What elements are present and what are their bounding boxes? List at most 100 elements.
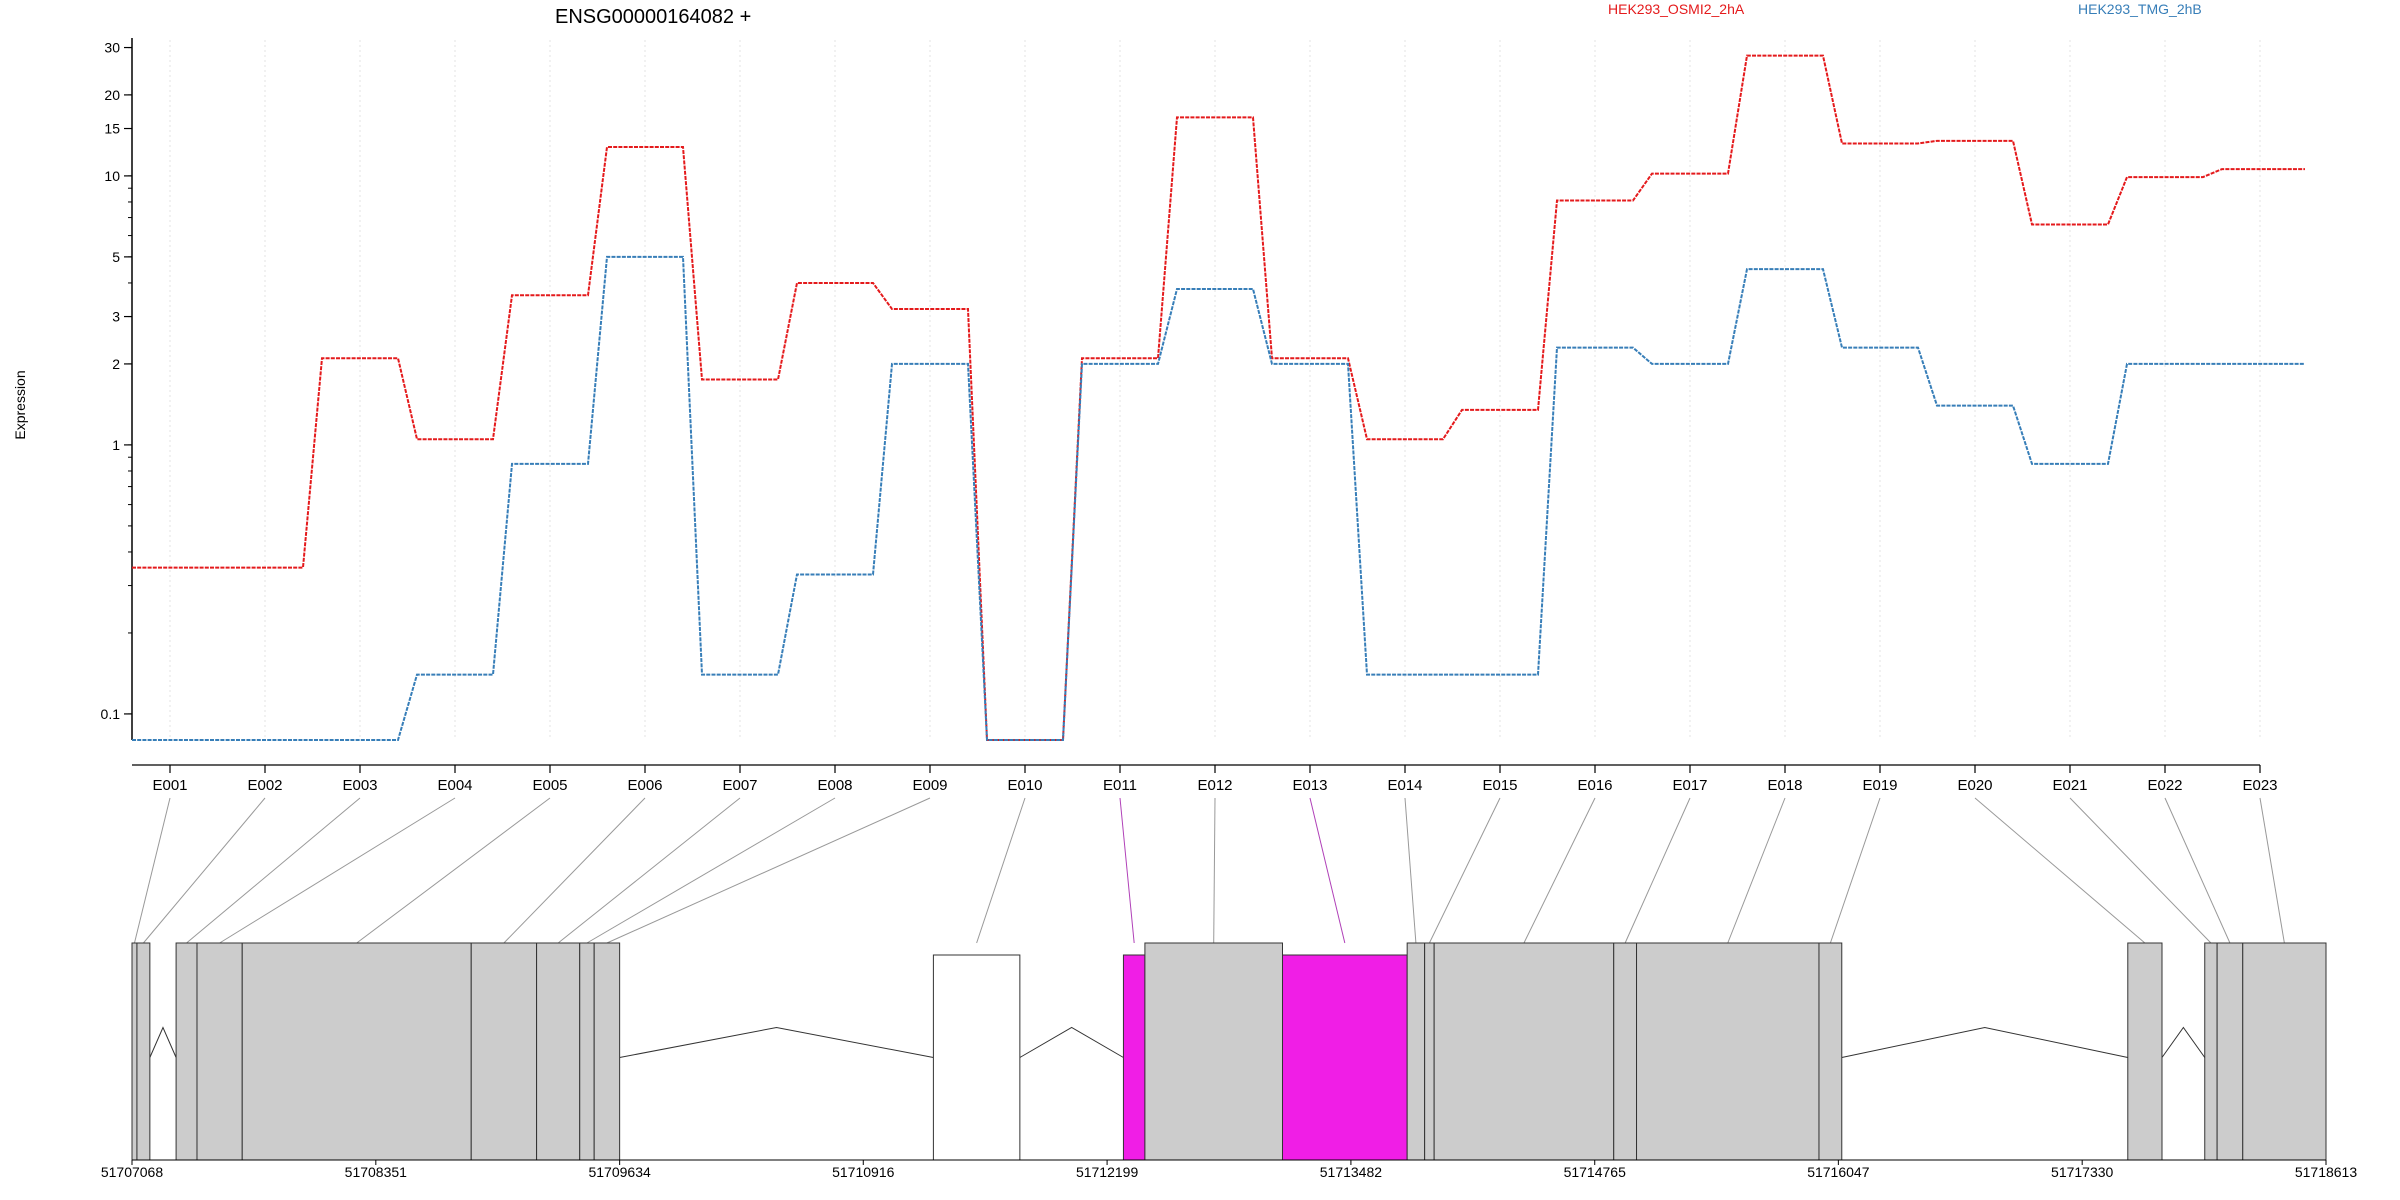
x-tick-label: E021 [2052,777,2087,794]
x-tick-label: E010 [1007,777,1042,794]
exon-E016 [1433,942,1615,1161]
x-tick-label: E020 [1957,777,1992,794]
exon-E003 [175,942,198,1161]
chart-title: ENSG00000164082 + [555,6,751,28]
connector [1404,797,1417,944]
x-tick-label: E002 [247,777,282,794]
x-tick-label: E004 [437,777,472,794]
x-tick-label: E006 [627,777,662,794]
x-tick-label: E019 [1862,777,1897,794]
connector [586,797,836,944]
connector [1829,797,1881,944]
exon-E010 [932,954,1021,1161]
x-tick-label: E016 [1577,777,1612,794]
y-tick-label: 5 [112,249,120,265]
connector [1624,797,1691,944]
x-tick-label: E011 [1103,777,1137,794]
x-axis: E001 E002 E003 E004 E005 E006 E007 E008 E009 E010… [132,764,2278,794]
y-tick-label: 30 [104,40,120,56]
connector [606,797,931,944]
exon-E008 [579,942,595,1161]
x-tick-label: E015 [1482,777,1517,794]
exon-E011 [1122,954,1146,1161]
y-tick-label: 10 [104,168,120,184]
exon-E013 [1281,954,1408,1161]
x-tick-label: E008 [817,777,852,794]
intron [2161,1026,2206,1058]
exon-E004 [196,942,243,1161]
x-tick-label: E007 [722,777,757,794]
y-tick-label: 0.1 [101,706,121,722]
intron [1019,1026,1124,1058]
connector [1309,797,1346,944]
connector [1119,797,1135,944]
series-line-1 [132,54,2305,741]
exon-E007 [536,942,581,1161]
x-tick-label: E017 [1672,777,1707,794]
connector [2069,797,2212,944]
connector [133,797,171,944]
x-tick-label: E003 [342,777,377,794]
intron [619,1026,934,1058]
connector [2164,797,2231,944]
connector-layer [133,797,2285,944]
gene-model [131,942,2327,1161]
x-tick-label: E013 [1292,777,1327,794]
connector [1974,797,2146,944]
coord-tick-label: 51716047 [1807,1164,1870,1180]
exon-E021 [2204,942,2218,1161]
connector [1213,797,1216,944]
coord-tick-label: 51712199 [1076,1164,1139,1180]
x-tick-label: E023 [2242,777,2277,794]
exon-E006 [470,942,538,1161]
exon-E019 [1818,942,1843,1161]
connector [503,797,646,944]
connector [1727,797,1786,944]
x-tick-label: E009 [912,777,947,794]
exon-E020 [2127,942,2163,1161]
coord-tick-label: 51708351 [345,1164,408,1180]
coord-tick-label: 51714765 [1564,1164,1627,1180]
exon-E002 [136,942,151,1161]
coord-tick-label: 51709634 [588,1164,651,1180]
exon-E012 [1144,942,1283,1161]
y-tick-label: 3 [112,309,120,325]
exon-E018 [1636,942,1820,1161]
y-tick-label: 15 [104,121,120,137]
exon-E023 [2242,942,2327,1161]
connector [143,797,266,944]
legend-entry-series-1: HEK293_OSMI2_2hA [1608,1,1745,17]
exon-E009 [593,942,621,1161]
exon-E017 [1613,942,1638,1161]
legend-entry-series-2: HEK293_TMG_2hB [2078,1,2202,17]
x-tick-label: E014 [1387,777,1422,794]
connector [219,797,456,944]
series-layer [132,54,2305,741]
exon-E005 [241,942,472,1161]
connector [976,797,1026,944]
coord-tick-label: 51707068 [101,1164,164,1180]
exon-E022 [2216,942,2244,1161]
coord-tick-label: 51717330 [2051,1164,2114,1180]
coord-tick-label: 51710916 [832,1164,895,1180]
x-tick-label: E001 [152,777,187,794]
exon-E015 [1424,942,1435,1161]
connector [186,797,361,944]
y-tick-label: 2 [112,356,120,372]
x-tick-label: E022 [2147,777,2182,794]
connector [356,797,551,944]
connector [1428,797,1501,944]
coord-tick-label: 51718613 [2295,1164,2358,1180]
y-tick-label: 20 [104,87,120,103]
connector [557,797,741,944]
exon-E014 [1406,942,1426,1161]
x-tick-label: E018 [1767,777,1802,794]
exon-E001 [131,942,138,1161]
grid-layer [169,40,2261,740]
connector [1523,797,1596,944]
y-axis-title: Expression [12,370,28,439]
y-tick-label: 1 [112,437,120,453]
y-axis: Expression 0.1 1 2 3 5 10 15 20 30 [12,38,133,740]
x-tick-label: E005 [532,777,567,794]
